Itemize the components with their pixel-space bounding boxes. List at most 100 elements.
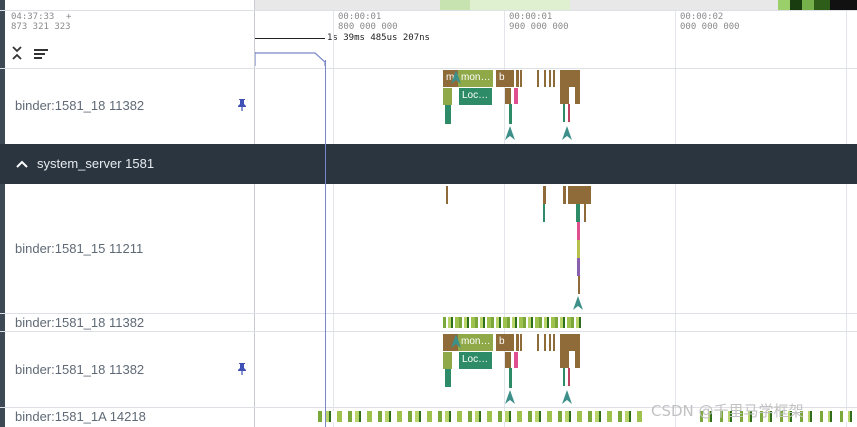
tick-label-ns: 800 000 000 [338,22,398,32]
slice-loc[interactable]: Loc… [459,88,492,105]
flow-arrow-icon[interactable] [562,390,572,411]
slice[interactable] [443,88,452,105]
process-group-title: system_server 1581 [37,156,155,171]
slice[interactable] [560,70,580,87]
track-label[interactable]: binder:1581_1A 14218 [15,409,146,424]
sort-icon[interactable] [32,47,50,59]
timeline-plus: + [66,12,72,22]
flow-arrow-icon[interactable] [562,126,572,147]
slice[interactable] [568,368,570,386]
timeline-start-time: 04:37:33 [11,12,55,22]
row-divider [0,10,857,11]
pin-icon[interactable] [236,98,248,112]
thread-state-strip[interactable] [443,317,583,328]
slice[interactable] [553,334,555,351]
slice[interactable] [563,104,565,122]
selection-flag[interactable] [254,52,326,66]
tick-label-time: 00:00:02 [680,12,724,22]
row-divider [0,407,857,408]
grid-line [846,10,847,427]
thread-state-strip[interactable] [700,411,857,422]
watermark: CSDN @千里马学框架 [651,402,804,420]
slice[interactable] [445,369,451,387]
slice[interactable] [505,352,511,368]
track-label[interactable]: binder:1581_15 11211 [15,241,144,256]
track-label[interactable]: binder:1581_18 11382 [15,362,145,377]
overview-heat-4 [790,0,802,10]
track-label[interactable]: binder:1581_18 11382 [15,315,145,330]
row-divider [0,331,857,332]
slice[interactable] [544,334,546,351]
slice[interactable] [514,88,518,104]
slice[interactable] [568,104,570,122]
slice-b[interactable]: b [496,70,514,87]
flow-arrow-icon[interactable] [505,390,515,411]
measure-line [255,38,325,39]
flow-arrow-icon[interactable] [573,296,583,317]
slice[interactable] [543,186,546,204]
slice[interactable] [576,204,580,222]
collapse-all-icon[interactable] [11,45,23,61]
grid-line [675,10,676,427]
tick-label-ns: 000 000 000 [680,22,740,32]
slice[interactable] [516,70,519,87]
chevron-up-icon[interactable] [15,157,29,169]
slice[interactable] [509,368,512,388]
measure-label: 1s 39ms 485us 207ns [327,33,430,43]
row-divider [0,313,857,314]
timeline-start-ns: 873 321 323 [11,22,71,32]
slice[interactable] [549,70,551,87]
slice[interactable] [446,186,448,204]
slice[interactable] [544,70,546,87]
flow-arrow-icon[interactable] [451,334,461,355]
slice-mon-inner: mon… [458,334,493,351]
slice[interactable] [560,334,580,351]
slice-b[interactable]: b [496,334,514,351]
tick-label-ns: 900 000 000 [509,22,569,32]
slice[interactable] [537,334,539,351]
slice[interactable] [560,87,569,104]
slice[interactable] [537,70,539,87]
slice[interactable] [514,352,518,368]
slice[interactable] [575,87,580,104]
slice[interactable] [445,105,451,124]
flow-arrow-icon[interactable] [451,70,461,91]
track-label[interactable]: binder:1581_18 11382 [15,98,145,113]
tick-label-time: 00:00:01 [338,12,382,22]
slice-loc[interactable]: Loc… [459,352,492,369]
slice[interactable] [553,70,555,87]
slice[interactable] [520,70,522,87]
tick-label-time: 00:00:01 [509,12,553,22]
slice[interactable] [509,104,512,124]
flow-arrow-icon[interactable] [505,126,515,147]
slice[interactable] [575,351,580,368]
pin-icon[interactable] [236,362,248,376]
thread-state-strip[interactable] [318,411,648,422]
overview-heat-6 [814,0,830,10]
grid-line [333,10,334,427]
slice[interactable] [584,204,586,222]
left-panel-divider[interactable] [254,0,255,427]
overview-heat-2 [440,0,470,10]
row-divider [0,68,857,69]
slice[interactable] [543,204,545,222]
slice[interactable] [443,352,452,369]
left-edge-bar [0,0,5,427]
slice[interactable] [577,222,580,240]
slice[interactable] [560,351,569,368]
slice[interactable] [520,334,522,351]
overview-heat-3 [778,0,790,10]
slice[interactable] [577,240,580,258]
slice[interactable] [577,258,580,276]
overview-heat-5 [802,0,814,10]
selection-cursor-line[interactable] [325,60,326,427]
slice[interactable] [568,186,591,204]
slice[interactable] [549,334,551,351]
process-group-header[interactable]: system_server 1581 [0,144,857,184]
slice[interactable] [505,88,511,104]
slice[interactable] [563,186,566,204]
overview-heat-7 [830,0,857,10]
slice[interactable] [578,276,580,294]
slice[interactable] [516,334,519,351]
slice[interactable] [563,368,565,386]
